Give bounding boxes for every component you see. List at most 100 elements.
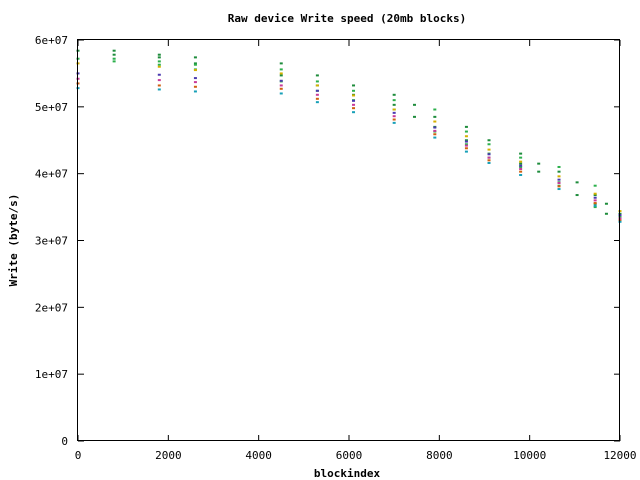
data-point (593, 204, 597, 207)
data-point (519, 164, 523, 167)
data-point (433, 136, 437, 139)
data-point (392, 121, 396, 124)
data-point (433, 126, 437, 129)
data-point (279, 92, 283, 95)
y-axis-ticks: 0 1e+07 2e+07 3e+07 4e+07 5e+07 6e+07 (35, 34, 620, 448)
data-point (315, 101, 319, 104)
data-point (157, 84, 161, 87)
data-point (315, 93, 319, 96)
data-point (557, 178, 561, 181)
data-point (593, 194, 597, 197)
data-point (519, 156, 523, 159)
data-point (593, 184, 597, 187)
x-tick-label: 4000 (245, 449, 272, 462)
data-point (315, 84, 319, 87)
data-point (193, 77, 197, 80)
data-point (487, 161, 491, 164)
data-point (193, 63, 197, 66)
data-point (487, 159, 491, 162)
data-point (557, 175, 561, 178)
data-point (537, 170, 541, 173)
series-1 (76, 57, 622, 218)
x-tick-label: 0 (75, 449, 82, 462)
data-point (315, 80, 319, 83)
series-4 (76, 77, 622, 220)
data-point (593, 206, 597, 209)
data-point (193, 81, 197, 84)
data-point (464, 130, 468, 133)
data-point (392, 93, 396, 96)
data-point (193, 69, 197, 72)
data-point (352, 84, 356, 87)
data-point (519, 170, 523, 173)
data-point (557, 170, 561, 173)
x-axis-title: blockindex (314, 467, 381, 480)
data-point (487, 143, 491, 146)
data-point (279, 87, 283, 90)
data-point (112, 60, 116, 63)
data-point (464, 140, 468, 143)
data-point (464, 125, 468, 128)
data-point (433, 120, 437, 123)
data-point (537, 162, 541, 165)
x-tick-label: 2000 (155, 449, 182, 462)
y-tick-label: 2e+07 (35, 301, 68, 314)
data-point (157, 53, 161, 56)
data-point (464, 147, 468, 150)
x-axis-ticks: 0 2000 4000 6000 8000 10000 12000 (75, 40, 637, 462)
data-point (593, 202, 597, 205)
data-point (464, 143, 468, 146)
data-point (575, 181, 579, 184)
data-point (315, 74, 319, 77)
data-point (193, 56, 197, 59)
x-tick-label: 8000 (426, 449, 453, 462)
data-point (352, 99, 356, 102)
data-point (519, 162, 523, 165)
data-point (157, 63, 161, 66)
data-point (412, 115, 416, 118)
data-point (604, 212, 608, 215)
data-point (279, 74, 283, 77)
data-point (392, 111, 396, 114)
data-point (279, 72, 283, 75)
data-point (352, 111, 356, 114)
data-point (392, 103, 396, 106)
y-tick-label: 1e+07 (35, 368, 68, 381)
data-point (519, 152, 523, 155)
data-point (519, 165, 523, 168)
data-point (352, 103, 356, 106)
data-point (392, 118, 396, 121)
data-point (433, 133, 437, 136)
chart-title: Raw device Write speed (20mb blocks) (228, 12, 466, 25)
data-point (487, 148, 491, 151)
data-point (157, 65, 161, 68)
data-point (352, 89, 356, 92)
data-point (557, 165, 561, 168)
data-point (112, 57, 116, 60)
data-point (315, 89, 319, 92)
data-point (193, 85, 197, 88)
y-tick-label: 3e+07 (35, 235, 68, 248)
x-tick-label: 6000 (336, 449, 363, 462)
data-point (352, 94, 356, 97)
data-point (519, 160, 523, 163)
data-point (352, 107, 356, 110)
data-point (392, 108, 396, 111)
data-point (464, 144, 468, 147)
data-point (157, 79, 161, 82)
data-point (593, 199, 597, 202)
series-3 (76, 72, 622, 217)
data-point (433, 108, 437, 111)
data-point (315, 97, 319, 100)
data-point (157, 56, 161, 59)
data-point (464, 139, 468, 142)
series-5 (76, 82, 622, 222)
y-tick-label: 6e+07 (35, 34, 68, 47)
data-point (604, 202, 608, 205)
data-point (279, 68, 283, 71)
data-point (593, 196, 597, 199)
x-tick-label: 10000 (513, 449, 546, 462)
data-point (392, 99, 396, 102)
plot-frame (77, 39, 620, 441)
